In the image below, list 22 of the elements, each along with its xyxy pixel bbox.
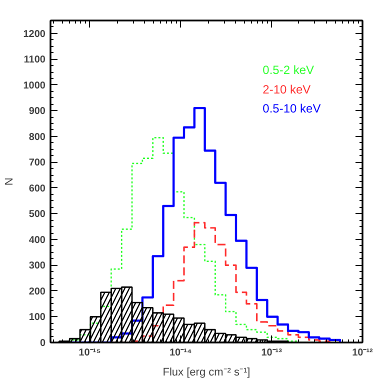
y-tick-label: 900 <box>28 106 46 118</box>
x-tick-label: 10⁻¹² <box>352 348 374 358</box>
y-tick-label: 500 <box>28 209 46 220</box>
y-tick-label: 800 <box>28 132 46 143</box>
text: 0.5-10 keV <box>262 102 321 116</box>
text: 2-10 keV <box>262 82 311 96</box>
x-tick-label: 10⁻¹⁵ <box>78 348 102 358</box>
x-axis-title: Flux [erg cm⁻² s⁻¹] <box>162 366 250 378</box>
y-tick-label: 200 <box>28 286 46 298</box>
y-tick-label: 300 <box>28 260 46 272</box>
x-tick-label: 10⁻¹³ <box>261 348 283 358</box>
y-tick-label: 1000 <box>23 80 46 92</box>
y-tick-label: 700 <box>28 158 46 169</box>
y-axis-title: N <box>3 177 16 186</box>
y-tick-label: 600 <box>28 183 46 194</box>
text: 0.5-2 keV <box>262 63 314 78</box>
y-tick-label: 400 <box>28 234 46 246</box>
y-tick-label: 100 <box>28 312 46 324</box>
x-tick-label: 10⁻¹⁴ <box>169 348 192 358</box>
y-tick-label: 1100 <box>24 54 46 66</box>
y-tick-label: 0 <box>40 338 46 349</box>
y-tick-label: 1200 <box>23 28 46 40</box>
